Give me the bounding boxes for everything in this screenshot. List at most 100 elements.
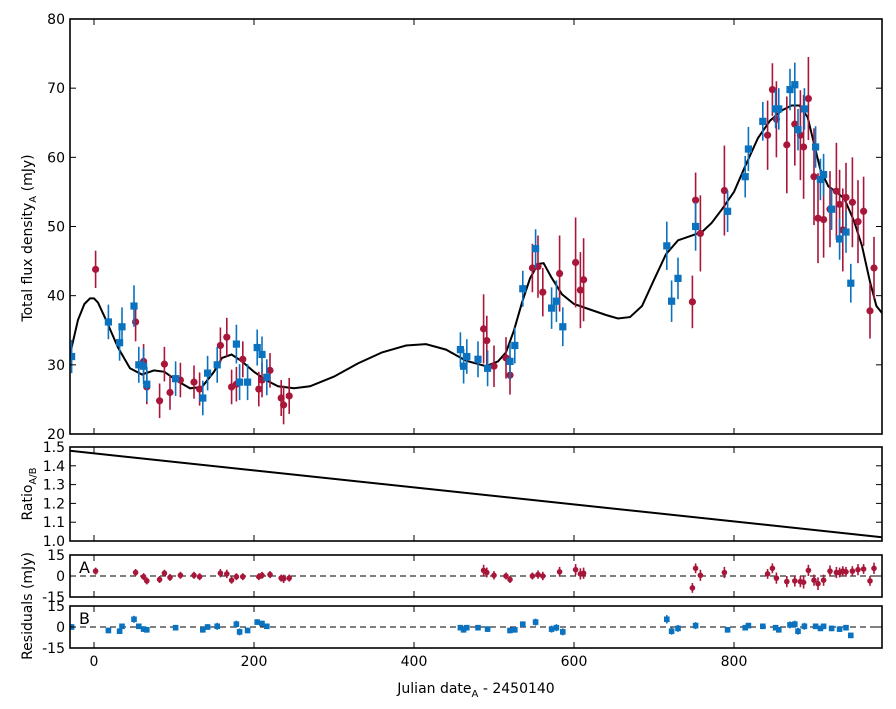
- x-axis-label: Julian dateA - 2450140: [396, 681, 554, 700]
- resb-blue-point: [745, 622, 752, 629]
- flux-blue-point: [741, 173, 749, 181]
- flux-blue-point: [199, 394, 207, 402]
- flux-blue-point: [244, 378, 252, 386]
- flux-blue-point: [130, 302, 138, 310]
- flux-blue-point: [70, 352, 76, 361]
- resb-blue-point: [792, 621, 798, 627]
- flux-red-point: [556, 269, 564, 278]
- xtick-label: 400: [401, 654, 428, 670]
- resb-blue-point: [259, 620, 265, 627]
- flux-blue-point: [519, 285, 527, 293]
- flux-red-point: [870, 264, 878, 272]
- resa-ytick-label: -15: [42, 590, 65, 606]
- flux-red-point: [800, 143, 808, 151]
- resb-blue-point: [244, 627, 251, 634]
- resa-red-point: [689, 585, 696, 591]
- residuals-a-panel: 15 0 -15 A: [42, 548, 883, 606]
- xtick-label: 800: [721, 654, 748, 670]
- resb-blue-point: [116, 628, 123, 634]
- model-curve: [70, 104, 882, 390]
- flux-blue-point: [253, 343, 261, 352]
- flux-red-point: [768, 85, 777, 94]
- resa-red-point: [535, 571, 541, 578]
- resa-red-point: [721, 569, 728, 576]
- resb-blue-point: [172, 624, 179, 631]
- resa-red-point: [556, 569, 563, 575]
- resb-blue-point: [817, 625, 824, 632]
- flux-red-point: [842, 193, 850, 202]
- flux-red-point: [720, 186, 729, 195]
- flux-ytick-label: 80: [47, 12, 65, 28]
- resa-red-point: [196, 573, 203, 580]
- flux-red-point: [216, 341, 224, 350]
- resb-blue-point: [233, 621, 240, 627]
- resa-red-point: [92, 568, 99, 574]
- resb-blue-point: [795, 628, 801, 634]
- resa-red-point: [827, 568, 833, 574]
- flux-red-point: [156, 397, 164, 405]
- flux-red-point: [764, 131, 772, 139]
- ratio-ylabel: RatioA/B: [20, 467, 39, 520]
- flux-red-point: [480, 325, 488, 333]
- flux-red-point: [190, 378, 198, 386]
- flux-blue-point: [532, 245, 540, 253]
- flux-ylabel-sub: A: [28, 196, 39, 203]
- x-axis-label-sub: A: [472, 689, 479, 700]
- resa-red-point: [224, 571, 230, 577]
- ratio-panel: 1.0 1.1 1.2 1.3 1.4 1.5: [43, 440, 883, 550]
- flux-red-point: [576, 286, 585, 294]
- resa-ytick-label: 0: [56, 569, 65, 585]
- resb-ytick-label: 0: [56, 620, 65, 636]
- flux-blue-point: [511, 341, 519, 350]
- ratio-ylabel-sub: A/B: [28, 467, 39, 484]
- resa-red-point: [233, 573, 240, 580]
- resa-red-point: [849, 568, 856, 574]
- flux-blue-point: [800, 105, 808, 113]
- resa-red-point: [820, 577, 827, 583]
- flux-blue-point: [460, 362, 468, 370]
- resa-red-point: [228, 577, 235, 583]
- resb-blue-point: [820, 623, 827, 630]
- flux-blue-point: [143, 380, 151, 388]
- resb-blue-point: [742, 624, 748, 631]
- xtick-label: 0: [90, 654, 99, 670]
- resa-red-point: [843, 569, 849, 575]
- resb-ytick-label: -15: [42, 641, 65, 657]
- flux-frame: [69, 18, 883, 435]
- flux-red-point: [832, 187, 841, 195]
- flux-red-point: [160, 360, 168, 368]
- resb-blue-point: [801, 623, 808, 630]
- resb-blue-point: [812, 623, 819, 630]
- flux-blue-point: [172, 375, 180, 383]
- resa-red-point: [161, 570, 168, 576]
- ratio-ytick-label: 1.2: [43, 496, 65, 512]
- resb-blue-point: [692, 622, 699, 629]
- flux-blue-point: [236, 378, 244, 386]
- ratio-ytick-label: 1.5: [43, 440, 65, 456]
- flux-blue-point: [104, 318, 112, 326]
- resb-blue-point: [675, 625, 681, 632]
- resa-red-point: [784, 578, 790, 585]
- resb-blue-point: [668, 628, 675, 634]
- flux-blue-point: [116, 339, 124, 347]
- flux-blue-point: [263, 373, 271, 381]
- flux-blue-point: [812, 143, 820, 151]
- flux-ytick-label: 20: [47, 427, 65, 443]
- flux-blue-point: [663, 242, 671, 250]
- resb-blue-point: [144, 627, 150, 633]
- resb-blue-point: [560, 629, 566, 635]
- resa-red-point: [144, 578, 150, 584]
- resb-blue-point: [772, 624, 779, 631]
- flux-blue-point: [204, 369, 212, 377]
- resb-blue-point: [264, 623, 270, 630]
- flux-blue-point: [836, 235, 844, 243]
- resa-ytick-label: 15: [47, 548, 65, 564]
- resa-red-point: [855, 566, 861, 573]
- resb-blue-point: [464, 624, 470, 631]
- resb-blue-point: [236, 629, 243, 635]
- flux-red-point: [483, 337, 491, 345]
- flux-red-point: [820, 215, 828, 224]
- resb-blue-point: [760, 623, 766, 630]
- flux-red-point: [280, 401, 288, 409]
- resb-blue-point: [828, 625, 835, 632]
